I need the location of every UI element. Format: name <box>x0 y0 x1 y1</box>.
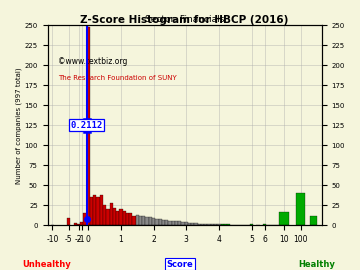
Bar <box>109 203 113 225</box>
Bar <box>136 215 139 225</box>
Bar <box>204 224 207 225</box>
Bar <box>217 224 221 225</box>
Y-axis label: Number of companies (997 total): Number of companies (997 total) <box>15 67 22 184</box>
Bar <box>181 222 185 225</box>
Bar <box>165 220 168 225</box>
Bar <box>90 197 93 225</box>
Bar <box>132 216 136 225</box>
Text: Unhealthy: Unhealthy <box>22 260 71 269</box>
Bar <box>149 217 152 225</box>
Bar <box>93 195 96 225</box>
Bar <box>139 216 142 225</box>
Bar <box>172 221 175 225</box>
Bar <box>123 211 126 225</box>
Bar <box>250 224 253 225</box>
Text: The Research Foundation of SUNY: The Research Foundation of SUNY <box>58 75 177 81</box>
Bar <box>74 223 77 225</box>
Bar <box>126 214 129 225</box>
Bar <box>211 224 214 225</box>
Title: Z-Score Histogram for HBCP (2016): Z-Score Histogram for HBCP (2016) <box>80 15 289 25</box>
Bar <box>80 222 84 225</box>
Bar <box>221 224 224 225</box>
Bar <box>106 210 109 225</box>
Bar <box>185 222 188 225</box>
Text: Sector: Financials: Sector: Financials <box>145 15 224 24</box>
Bar <box>168 221 172 225</box>
Text: ©www.textbiz.org: ©www.textbiz.org <box>58 57 128 66</box>
Bar <box>152 218 155 225</box>
Bar <box>191 223 194 225</box>
Text: Score: Score <box>167 260 193 269</box>
Bar <box>103 205 106 225</box>
Bar <box>87 27 90 225</box>
Bar <box>96 197 100 225</box>
Bar <box>214 224 217 225</box>
Bar <box>145 217 149 225</box>
Bar <box>175 221 178 225</box>
Bar <box>194 223 198 225</box>
Text: 0.2112: 0.2112 <box>71 121 103 130</box>
Bar <box>129 213 132 225</box>
Bar <box>119 210 123 225</box>
Bar <box>178 221 181 225</box>
Bar <box>113 208 116 225</box>
Bar <box>207 224 211 225</box>
Bar <box>310 216 317 225</box>
Bar <box>100 195 103 225</box>
Bar <box>142 216 145 225</box>
Bar <box>201 224 204 225</box>
Bar <box>158 219 162 225</box>
Bar <box>67 218 70 225</box>
Bar <box>116 211 119 225</box>
Bar <box>155 219 158 225</box>
Bar <box>162 220 165 225</box>
Bar <box>263 224 266 225</box>
Bar <box>188 223 191 225</box>
Bar <box>224 224 227 225</box>
Bar <box>84 214 87 225</box>
Bar <box>296 193 305 225</box>
Bar <box>227 224 230 225</box>
Bar <box>198 224 201 225</box>
Bar <box>279 212 289 225</box>
Bar <box>77 224 80 225</box>
Text: Healthy: Healthy <box>298 260 335 269</box>
